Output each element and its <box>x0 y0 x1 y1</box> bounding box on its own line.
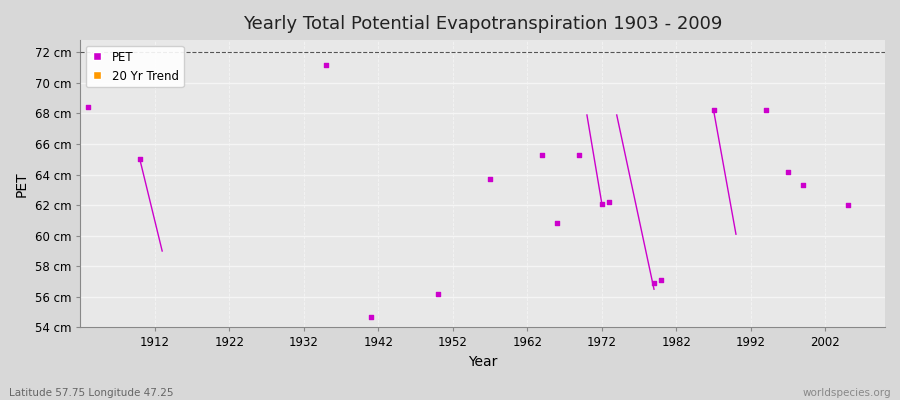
Point <box>796 182 810 188</box>
Point <box>706 107 721 114</box>
Legend: PET, 20 Yr Trend: PET, 20 Yr Trend <box>86 46 184 87</box>
Title: Yearly Total Potential Evapotranspiration 1903 - 2009: Yearly Total Potential Evapotranspiratio… <box>243 15 723 33</box>
Text: worldspecies.org: worldspecies.org <box>803 388 891 398</box>
Point <box>647 280 662 286</box>
Point <box>483 176 498 182</box>
Y-axis label: PET: PET <box>15 171 29 196</box>
Point <box>595 200 609 207</box>
Point <box>781 168 796 175</box>
Point <box>759 107 773 114</box>
Point <box>535 152 549 158</box>
Point <box>319 61 333 68</box>
Point <box>550 220 564 227</box>
Point <box>654 277 669 283</box>
Point <box>572 152 587 158</box>
Point <box>841 202 855 208</box>
Point <box>602 199 616 205</box>
Point <box>132 156 147 162</box>
Text: Latitude 57.75 Longitude 47.25: Latitude 57.75 Longitude 47.25 <box>9 388 174 398</box>
Point <box>364 314 378 320</box>
Point <box>80 104 94 110</box>
Point <box>431 290 446 297</box>
X-axis label: Year: Year <box>468 355 498 369</box>
